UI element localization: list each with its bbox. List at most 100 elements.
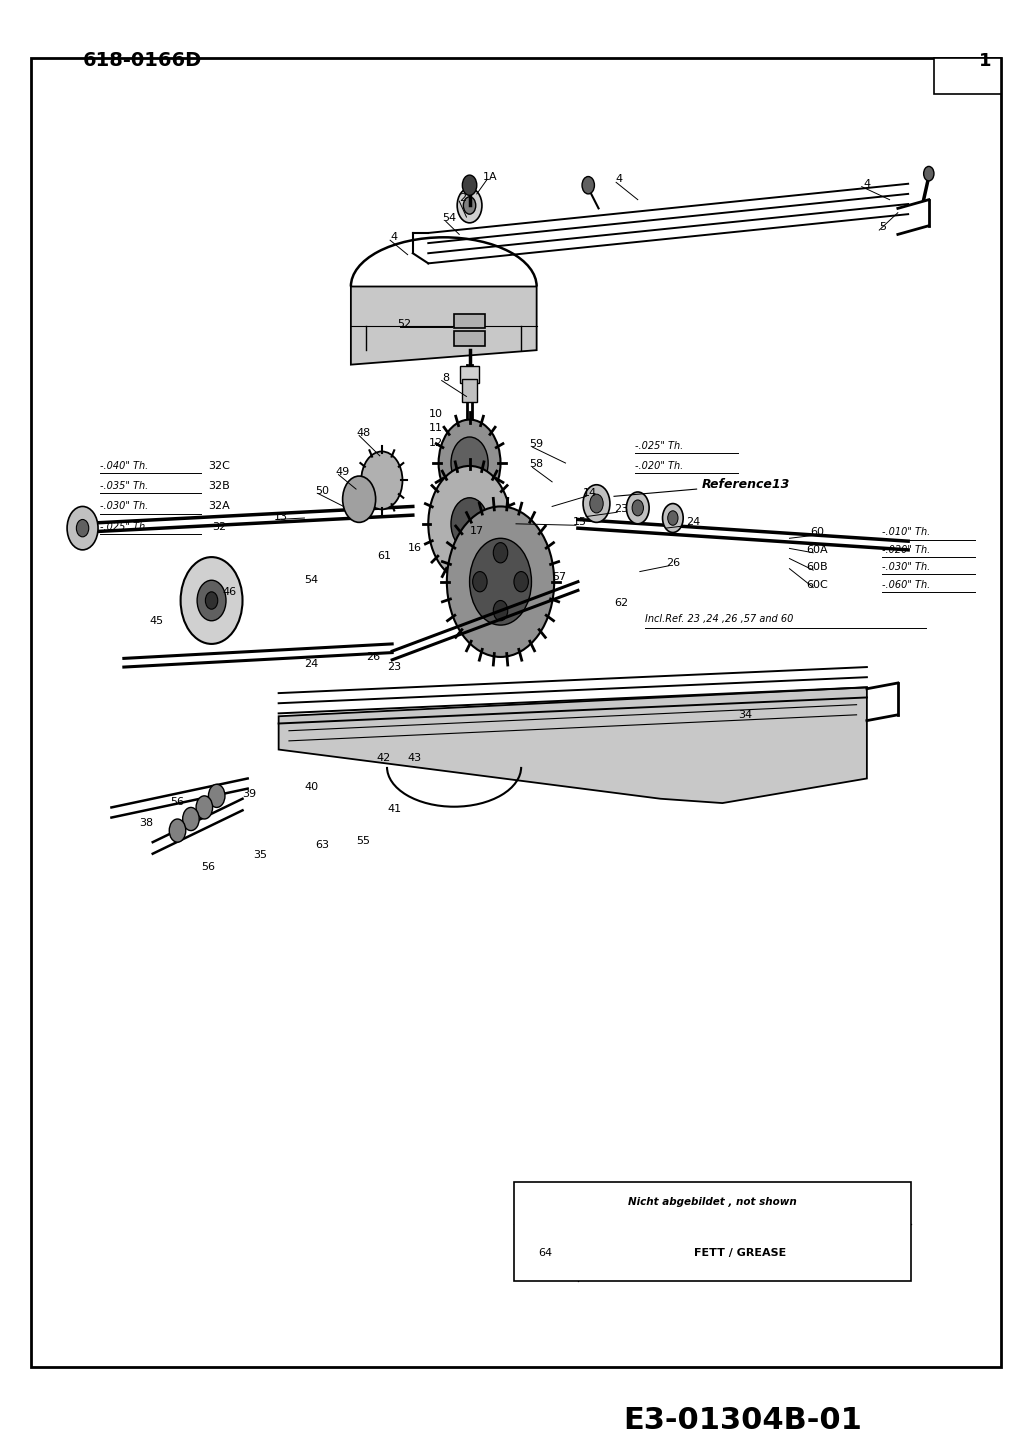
Text: 32: 32 xyxy=(212,522,226,531)
Text: 50: 50 xyxy=(315,486,329,495)
Text: FETT / GREASE: FETT / GREASE xyxy=(695,1249,786,1257)
Text: 62: 62 xyxy=(614,599,628,608)
Circle shape xyxy=(439,420,501,506)
Text: Incl.Ref. 23 ,24 ,26 ,57 and 60: Incl.Ref. 23 ,24 ,26 ,57 and 60 xyxy=(645,615,794,624)
Text: 55: 55 xyxy=(356,836,370,845)
Text: 39: 39 xyxy=(243,790,257,799)
Circle shape xyxy=(183,807,199,831)
Text: -.040" Th.: -.040" Th. xyxy=(100,462,149,470)
Text: 24: 24 xyxy=(686,518,701,527)
Text: 48: 48 xyxy=(356,428,370,437)
Circle shape xyxy=(208,784,225,807)
Circle shape xyxy=(473,572,487,592)
Bar xyxy=(454,314,485,328)
Text: 32C: 32C xyxy=(207,462,230,470)
Circle shape xyxy=(470,538,531,625)
Text: 17: 17 xyxy=(470,527,484,535)
Text: 1A: 1A xyxy=(483,172,497,181)
Text: 60B: 60B xyxy=(807,563,828,572)
Circle shape xyxy=(361,451,402,509)
Text: 4: 4 xyxy=(391,233,397,242)
Circle shape xyxy=(196,796,213,819)
Circle shape xyxy=(590,493,603,512)
Circle shape xyxy=(582,177,594,194)
Text: 1: 1 xyxy=(979,52,992,69)
Text: 34: 34 xyxy=(738,710,752,719)
Circle shape xyxy=(451,498,488,550)
Text: 40: 40 xyxy=(304,783,319,792)
Text: 60C: 60C xyxy=(806,580,829,589)
Text: -.020" Th.: -.020" Th. xyxy=(635,462,683,470)
Circle shape xyxy=(462,175,477,195)
Circle shape xyxy=(668,511,678,525)
Circle shape xyxy=(463,197,476,214)
Text: 12: 12 xyxy=(428,438,443,447)
Text: 10: 10 xyxy=(428,410,443,418)
Circle shape xyxy=(428,466,511,582)
Circle shape xyxy=(169,819,186,842)
Circle shape xyxy=(493,543,508,563)
Polygon shape xyxy=(351,287,537,365)
Polygon shape xyxy=(279,687,867,803)
Circle shape xyxy=(451,437,488,489)
Bar xyxy=(460,366,479,383)
Text: -.020" Th.: -.020" Th. xyxy=(882,546,931,554)
Text: 15: 15 xyxy=(573,518,587,527)
Text: 58: 58 xyxy=(529,460,544,469)
Text: 54: 54 xyxy=(304,576,319,585)
Text: 56: 56 xyxy=(170,797,185,806)
Bar xyxy=(934,58,1001,94)
Text: 35: 35 xyxy=(253,851,267,860)
Text: 59: 59 xyxy=(529,440,544,449)
Circle shape xyxy=(457,188,482,223)
Text: Nicht abgebildet , not shown: Nicht abgebildet , not shown xyxy=(628,1197,797,1207)
Circle shape xyxy=(632,501,644,515)
Circle shape xyxy=(76,519,89,537)
Text: 23: 23 xyxy=(614,505,628,514)
Text: 5: 5 xyxy=(879,223,885,232)
Text: -.010" Th.: -.010" Th. xyxy=(882,528,931,537)
Text: 26: 26 xyxy=(366,653,381,661)
Text: -.025" Th.: -.025" Th. xyxy=(100,522,149,531)
Circle shape xyxy=(447,506,554,657)
Text: 60A: 60A xyxy=(807,546,828,554)
Text: -.060" Th.: -.060" Th. xyxy=(882,580,931,589)
Text: 13: 13 xyxy=(273,512,288,521)
Circle shape xyxy=(205,592,218,609)
Text: -.035" Th.: -.035" Th. xyxy=(100,482,149,491)
Circle shape xyxy=(583,485,610,522)
Text: 46: 46 xyxy=(222,587,236,596)
Text: 24: 24 xyxy=(304,660,319,669)
Text: -.030" Th.: -.030" Th. xyxy=(100,502,149,511)
Text: 618-0166D: 618-0166D xyxy=(83,51,202,71)
Bar xyxy=(514,1182,911,1281)
Circle shape xyxy=(197,580,226,621)
Text: 63: 63 xyxy=(315,841,329,849)
Bar xyxy=(462,379,477,402)
Text: 38: 38 xyxy=(139,819,154,828)
Text: Reference13: Reference13 xyxy=(702,479,791,491)
Text: 4: 4 xyxy=(864,179,870,188)
Text: 49: 49 xyxy=(335,467,350,476)
Circle shape xyxy=(924,166,934,181)
Text: 26: 26 xyxy=(666,559,680,567)
Text: 16: 16 xyxy=(408,544,422,553)
Text: 60: 60 xyxy=(810,528,825,537)
Text: 8: 8 xyxy=(443,373,449,382)
Circle shape xyxy=(181,557,243,644)
Text: 56: 56 xyxy=(201,862,216,871)
Text: 4: 4 xyxy=(616,175,622,184)
Text: 52: 52 xyxy=(397,320,412,328)
Text: 45: 45 xyxy=(150,616,164,625)
Text: -.025" Th.: -.025" Th. xyxy=(635,441,683,450)
Text: 42: 42 xyxy=(377,754,391,763)
Text: 32A: 32A xyxy=(207,502,230,511)
Text: 64: 64 xyxy=(539,1249,553,1257)
Text: 14: 14 xyxy=(583,489,598,498)
Circle shape xyxy=(343,476,376,522)
Text: 41: 41 xyxy=(387,805,401,813)
Circle shape xyxy=(514,572,528,592)
Bar xyxy=(454,331,485,346)
Circle shape xyxy=(67,506,98,550)
Text: -.030" Th.: -.030" Th. xyxy=(882,563,931,572)
